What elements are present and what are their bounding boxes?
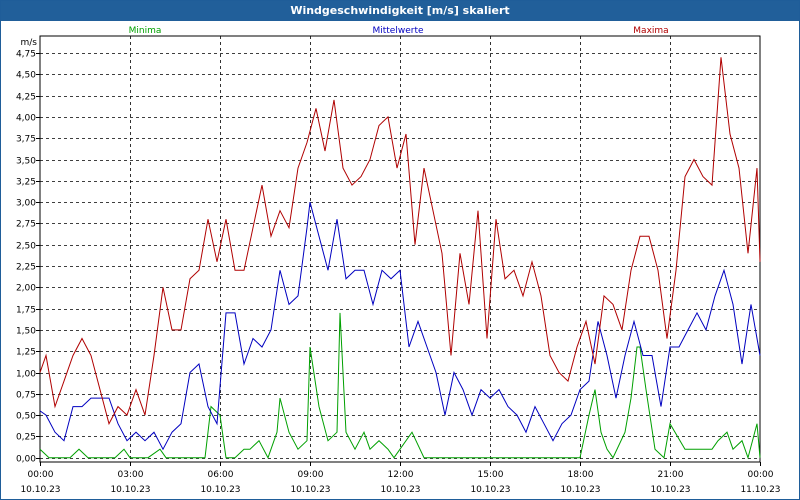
x-tick-date: 10.10.23: [110, 485, 150, 495]
x-tick-time: 09:00: [298, 470, 324, 480]
y-tick-label: 1,75: [16, 306, 36, 316]
x-tick-time: 12:00: [388, 470, 414, 480]
y-tick-label: 4,50: [16, 71, 36, 81]
x-tick-time: 00:00: [28, 470, 54, 480]
legend-maxima: Maxima: [633, 26, 668, 36]
y-tick-label: 2,00: [16, 284, 36, 294]
y-tick-label: 0,00: [16, 455, 36, 465]
x-tick-date: 10.10.23: [290, 485, 330, 495]
legend-minima: Minima: [129, 26, 162, 36]
x-tick-date: 10.10.23: [560, 485, 600, 495]
y-tick-label: 2,75: [16, 220, 36, 230]
y-tick-label: 4,75: [16, 50, 36, 60]
y-tick-label: 1,25: [16, 348, 36, 358]
y-tick-label: 1,50: [16, 327, 36, 337]
y-tick-label: 4,00: [16, 114, 36, 124]
y-tick-label: 1,00: [16, 370, 36, 380]
series-line-mittelwerte: [39, 201, 761, 451]
y-tick-label: 3,00: [16, 199, 36, 209]
y-tick-label: 0,75: [16, 391, 36, 401]
x-tick-time: 21:00: [658, 470, 684, 480]
series-line-maxima: [39, 57, 761, 426]
x-tick-time: 06:00: [208, 470, 234, 480]
y-tick-label: 3,75: [16, 135, 36, 145]
y-tick-label: 3,50: [16, 157, 36, 167]
y-tick-label: 0,25: [16, 433, 36, 443]
y-tick-label: 3,25: [16, 178, 36, 188]
y-tick-label: 2,50: [16, 242, 36, 252]
x-tick-time: 00:00: [748, 470, 774, 480]
x-tick-date: 10.10.23: [200, 485, 240, 495]
x-tick-time: 18:00: [568, 470, 594, 480]
x-tick-date: 10.10.23: [20, 485, 60, 495]
x-tick-time: 03:00: [118, 470, 144, 480]
x-tick-date: 10.10.23: [650, 485, 690, 495]
y-tick-label: 0,50: [16, 412, 36, 422]
legend-mittelwerte: Mittelwerte: [372, 26, 423, 36]
y-axis-unit: m/s: [21, 38, 38, 48]
chart-title: Windgeschwindigkeit [m/s] skaliert: [1, 1, 799, 21]
x-tick-date: 10.10.23: [470, 485, 510, 495]
y-tick-label: 2,25: [16, 263, 36, 273]
x-tick-time: 15:00: [478, 470, 504, 480]
series-line-minima: [39, 312, 761, 460]
x-tick-date: 11.10.23: [740, 485, 780, 495]
x-tick-date: 10.10.23: [380, 485, 420, 495]
y-tick-label: 4,25: [16, 93, 36, 103]
